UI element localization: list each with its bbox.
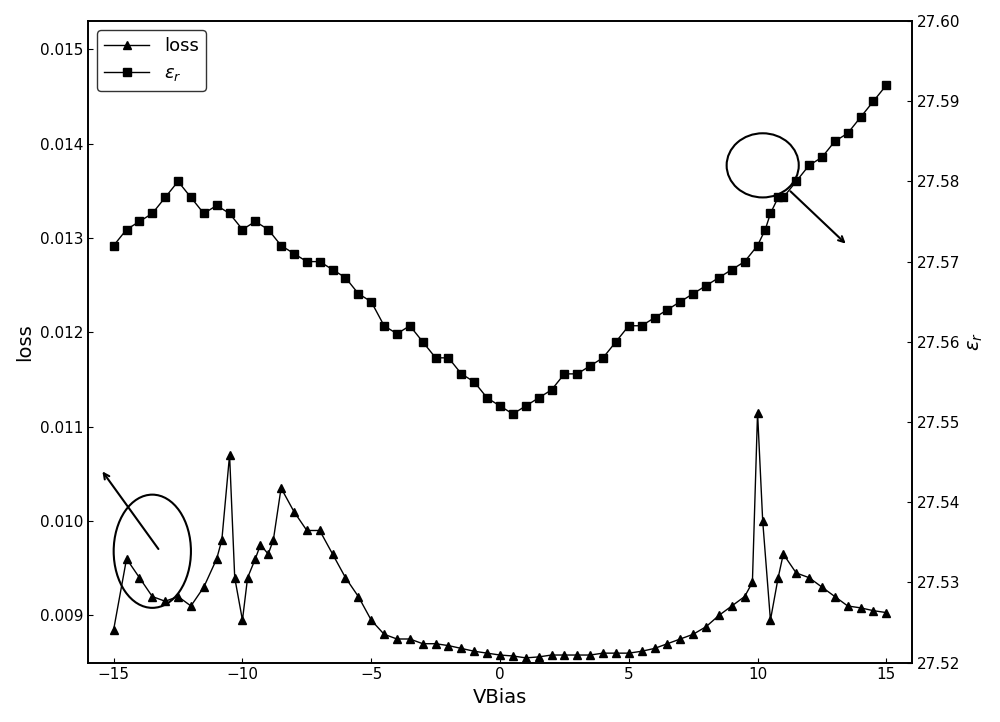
$\varepsilon_r$	[327, 265, 339, 274]
loss	[229, 573, 241, 582]
$\varepsilon_r$	[352, 290, 364, 298]
loss	[242, 573, 254, 582]
$\varepsilon_r$	[867, 97, 879, 105]
loss	[108, 625, 120, 634]
Y-axis label: $\varepsilon_r$: $\varepsilon_r$	[966, 332, 985, 351]
loss	[752, 408, 764, 417]
$\varepsilon_r$	[880, 81, 892, 90]
$\varepsilon_r$	[108, 241, 120, 250]
loss	[558, 651, 570, 659]
Y-axis label: loss: loss	[15, 323, 34, 361]
$\varepsilon_r$	[481, 393, 493, 402]
Line: $\varepsilon_r$: $\varepsilon_r$	[110, 81, 890, 418]
X-axis label: VBias: VBias	[473, 688, 527, 707]
loss	[726, 601, 738, 610]
Legend: loss, $\varepsilon_r$: loss, $\varepsilon_r$	[97, 30, 206, 90]
loss	[172, 592, 184, 601]
Line: loss: loss	[110, 409, 890, 662]
$\varepsilon_r$	[674, 297, 686, 306]
$\varepsilon_r$	[520, 401, 532, 410]
loss	[520, 653, 532, 662]
loss	[880, 608, 892, 617]
loss	[867, 606, 879, 615]
$\varepsilon_r$	[507, 409, 519, 418]
